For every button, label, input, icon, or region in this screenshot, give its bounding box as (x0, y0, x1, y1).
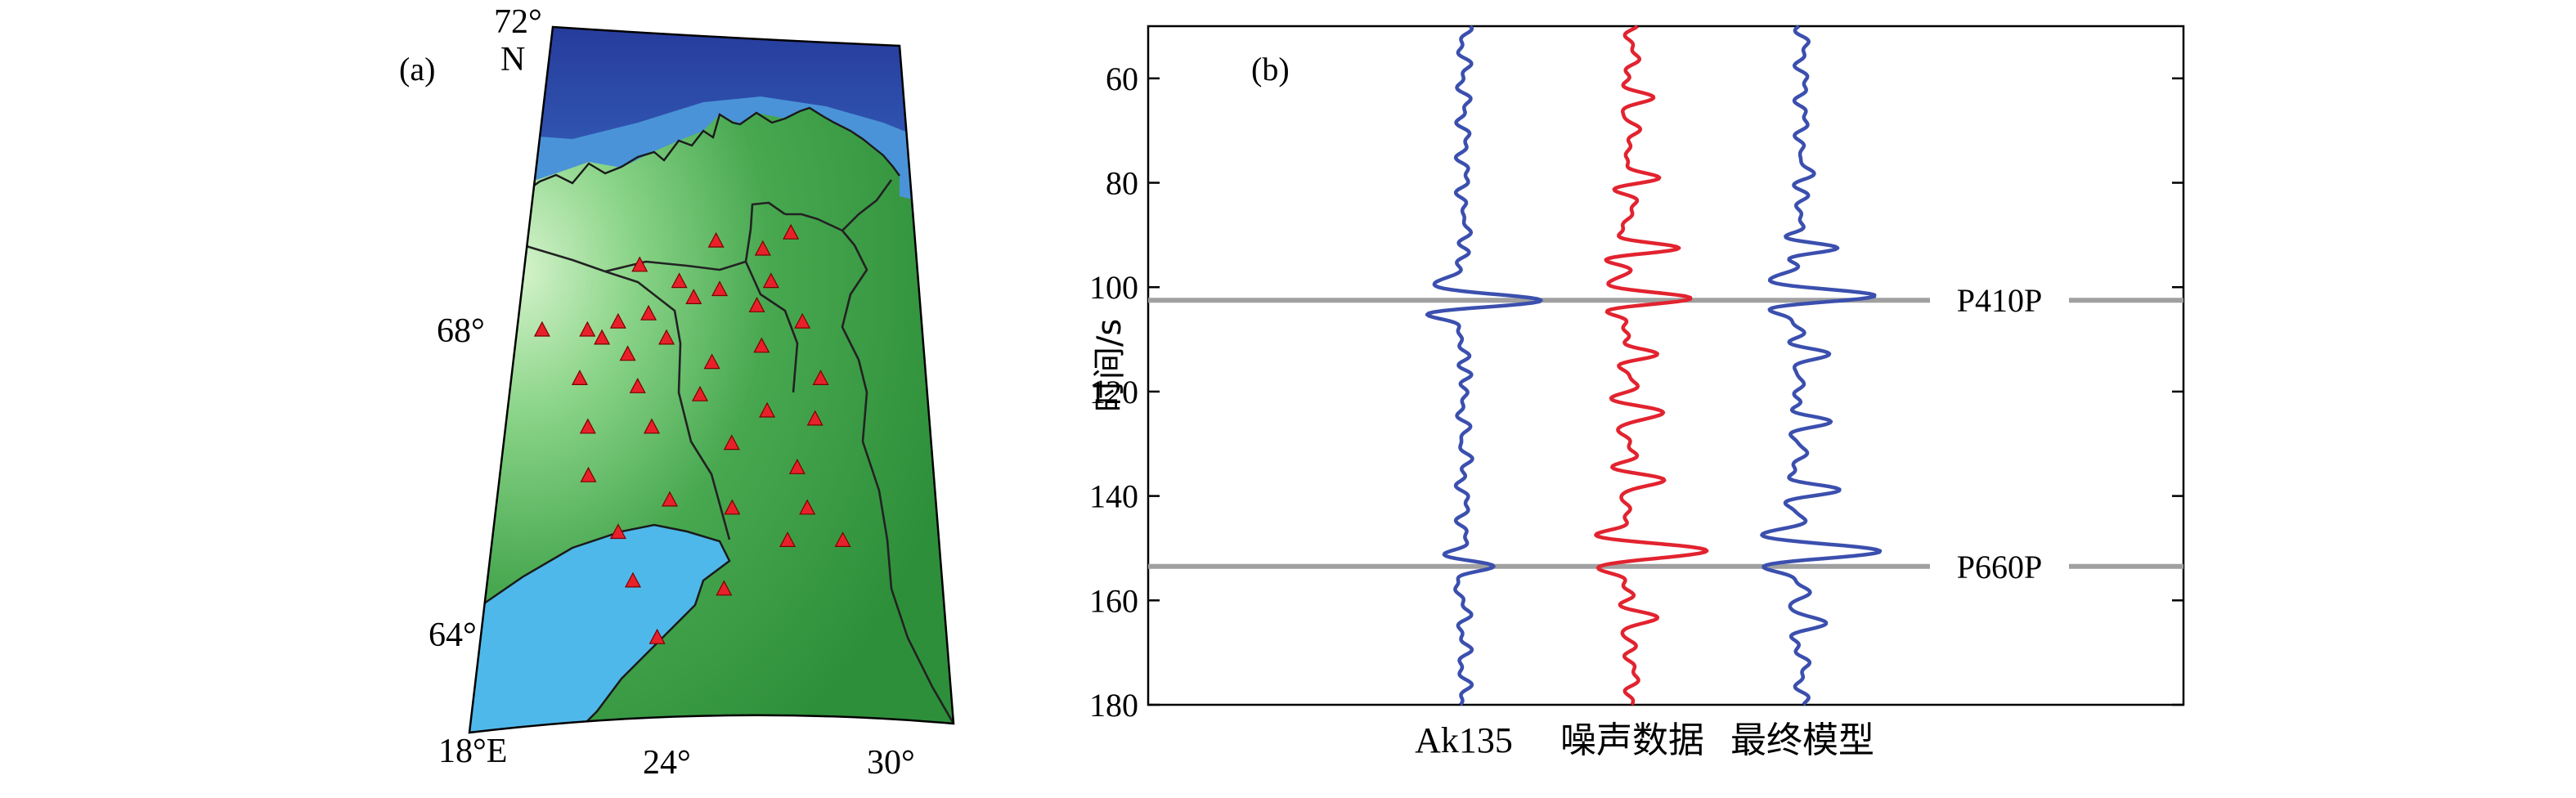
station-marker (648, 628, 666, 644)
y-tick-label: 180 (1089, 687, 1138, 724)
station-marker (711, 280, 728, 297)
station-marker (724, 499, 741, 515)
station-marker (609, 523, 626, 540)
coastline (469, 106, 900, 206)
north-label: N (500, 41, 525, 78)
map-area (469, 27, 954, 733)
station-marker (482, 280, 500, 297)
gulf-of-bothnia (469, 523, 731, 733)
station-marker (579, 321, 596, 337)
lon-label-24: 24° (643, 744, 691, 782)
station-marker (631, 256, 648, 272)
station-marker (759, 401, 776, 418)
station-marker (716, 580, 733, 596)
trace-label-ak135: Ak135 (1415, 720, 1513, 760)
station-marker (580, 466, 597, 482)
station-marker (754, 240, 771, 256)
y-tick-label: 120 (1089, 374, 1138, 410)
station-marker (658, 329, 675, 345)
station-markers (482, 223, 851, 644)
x-labels: Ak135 噪声数据 最终模型 (1415, 720, 1874, 761)
panel-b-label: (b) (1251, 51, 1290, 87)
y-tick-label: 60 (1106, 61, 1138, 97)
lat-label-68: 68° (437, 312, 485, 350)
station-marker (629, 378, 646, 393)
waveform-trace (1594, 25, 1709, 706)
station-marker (806, 410, 824, 426)
y-axis-label: 时间/s (1091, 319, 1129, 412)
station-marker (799, 499, 816, 515)
panel-a-map: (a) 72° N (399, 3, 955, 782)
station-marker (594, 329, 611, 345)
panel-a-label: (a) (399, 51, 435, 87)
waveform-trace (1760, 25, 1883, 706)
y-tick-label: 140 (1089, 478, 1138, 515)
station-marker (794, 312, 811, 329)
phase-label: P410P (1957, 282, 2043, 319)
station-marker (571, 370, 588, 385)
station-marker (748, 297, 765, 312)
station-marker (707, 231, 725, 248)
station-marker (685, 289, 702, 304)
station-marker (640, 304, 657, 321)
lat-label-64: 64° (429, 616, 477, 654)
waveform-trace (1425, 25, 1543, 706)
lon-label-18e: 18°E (438, 733, 507, 770)
station-marker (762, 272, 779, 289)
station-marker (779, 531, 797, 547)
station-marker (579, 418, 596, 434)
station-marker (609, 312, 626, 329)
station-marker (753, 337, 770, 353)
y-tick-label: 160 (1089, 582, 1138, 619)
waveform-traces (1425, 25, 1883, 706)
station-marker (783, 223, 800, 240)
phase-lines: P410P P660P (1148, 282, 2183, 585)
station-marker (671, 272, 688, 289)
map-frame (468, 25, 955, 734)
y-tick-label: 80 (1106, 165, 1138, 202)
station-marker (533, 321, 550, 337)
station-marker (788, 459, 806, 474)
station-marker (692, 385, 709, 401)
y-axis: 60 80 100 120 140 160 180 (1089, 61, 2183, 724)
y-tick-label: 100 (1089, 269, 1138, 306)
trace-label-final-model: 最终模型 (1730, 720, 1874, 761)
station-marker (703, 353, 720, 370)
lat-label-72: 72° (494, 3, 542, 41)
station-marker (662, 491, 679, 507)
lon-label-30: 30° (867, 744, 915, 782)
station-marker (812, 370, 829, 385)
plot-frame (1147, 25, 2185, 706)
station-marker (624, 572, 641, 588)
station-marker (834, 531, 851, 547)
station-marker (643, 418, 660, 434)
phase-label: P660P (1957, 549, 2043, 585)
country-borders (523, 179, 954, 724)
trace-label-noise-data: 噪声数据 (1560, 720, 1704, 761)
station-marker (619, 345, 636, 361)
station-marker (723, 434, 740, 451)
